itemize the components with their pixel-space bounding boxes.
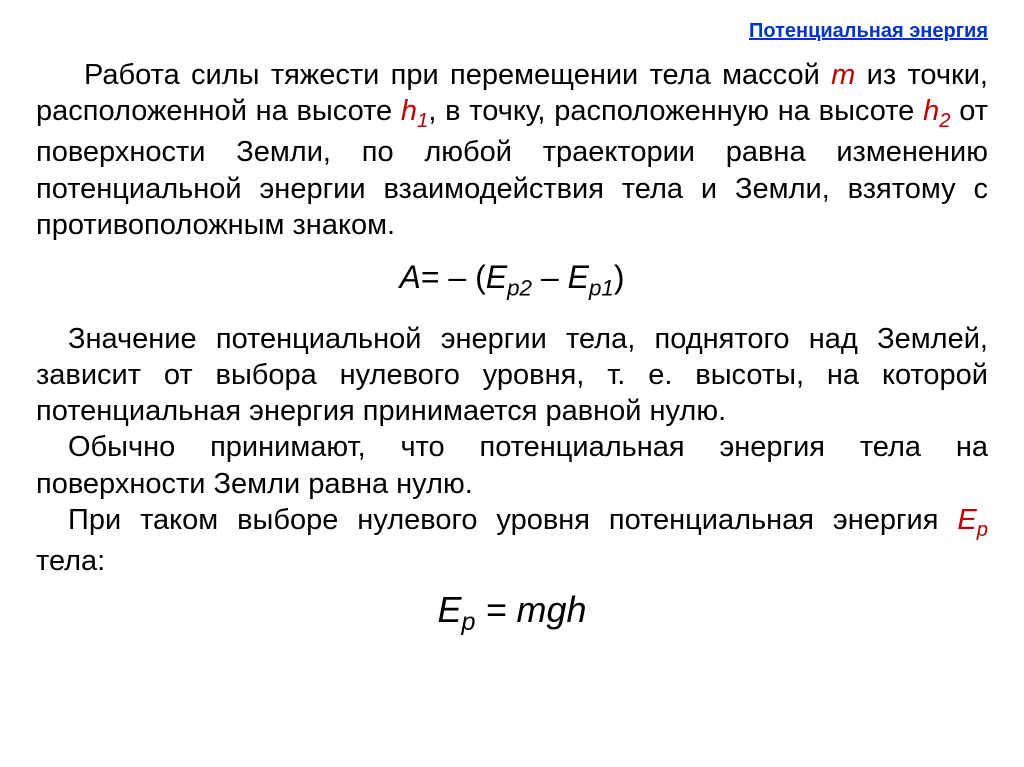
p1-seg-c: , в точку, расположенную на высоте	[428, 95, 923, 127]
f1-E2: E	[568, 259, 589, 295]
p1-seg-a: Работа силы тяжести при перемещении тела…	[84, 59, 831, 91]
var-m: m	[831, 59, 855, 91]
paragraph-2: Значение потенциальной энергии тела, под…	[36, 321, 988, 430]
var-h1-sub: 1	[417, 110, 428, 132]
body-content: Работа силы тяжести при перемещении тела…	[36, 57, 988, 639]
f1-E1-sub: p2	[507, 276, 532, 301]
paragraph-4: При таком выборе нулевого уровня потенци…	[36, 502, 988, 579]
var-Ep-sub: p	[977, 519, 988, 541]
p4-seg-a: При таком выборе нулевого уровня потенци…	[68, 504, 957, 536]
f2-E-sub: p	[461, 608, 475, 636]
slide-page: Потенциальная энергия Работа силы тяжест…	[0, 0, 1024, 767]
var-h1: h1	[401, 95, 428, 127]
f1-A: A	[400, 259, 421, 295]
header-title-link[interactable]: Потенциальная энергия	[749, 20, 988, 42]
var-h2-sub: 2	[939, 110, 950, 132]
var-h1-base: h	[401, 95, 417, 127]
f1-neg: – (	[440, 259, 486, 295]
formula-2: Ep = mgh	[36, 587, 988, 639]
var-h2-base: h	[923, 95, 939, 127]
paragraph-3: Обычно принимают, что потенциальная энер…	[36, 429, 988, 502]
f1-sep: –	[532, 259, 568, 295]
paragraph-1: Работа силы тяжести при перемещении тела…	[36, 57, 988, 243]
var-h2: h2	[923, 95, 950, 127]
formula-1: A= – (Ep2 – Ep1)	[36, 257, 988, 302]
f1-close: )	[614, 259, 625, 295]
f1-E1: E	[486, 259, 507, 295]
header-block: Потенциальная энергия	[36, 20, 988, 43]
p4-seg-b: тела:	[36, 545, 105, 577]
var-Ep: Ep	[957, 504, 988, 536]
f2-rhs: = mgh	[475, 589, 586, 630]
f2-E: E	[437, 589, 461, 630]
f1-eq: =	[421, 259, 440, 295]
f1-E2-sub: p1	[589, 276, 614, 301]
var-Ep-base: E	[957, 504, 976, 536]
